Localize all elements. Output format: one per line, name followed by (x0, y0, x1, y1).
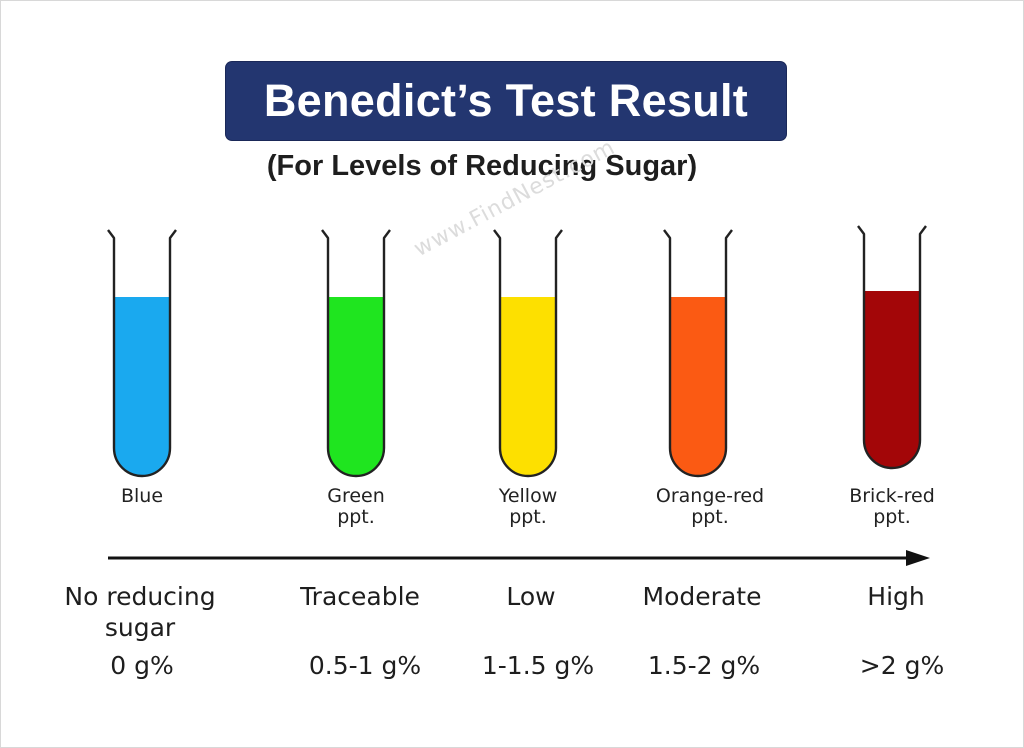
tube-liquid (670, 297, 726, 476)
tube-label-line: Orange-red (655, 485, 765, 507)
test-tube-brick-red (857, 225, 927, 470)
tube-outline (321, 229, 391, 478)
level-traceable: Traceable (250, 581, 470, 612)
tube-label-line: Brick-red (849, 485, 935, 507)
tube-label-line: Yellow (498, 485, 558, 507)
amount-high: >2 g% (859, 651, 945, 680)
test-tube-yellow (493, 229, 563, 478)
increasing-arrow (108, 550, 930, 566)
arrow-head-icon (906, 550, 930, 566)
tube-label-green: Green ppt. (276, 486, 436, 528)
test-tube-blue (107, 229, 177, 478)
tube-label-orange-red: Orange-red ppt. (630, 486, 790, 528)
amount-none: 0 g% (110, 651, 174, 680)
tube-liquid (864, 291, 920, 468)
level-label-line: Traceable (300, 582, 420, 611)
tube-label-brick-red: Brick-red ppt. (812, 486, 972, 528)
title-banner: Benedict’s Test Result (226, 62, 786, 140)
tube-outline (493, 229, 563, 478)
tube-outline (107, 229, 177, 478)
level-none: No reducing sugar (30, 581, 250, 643)
level-label-line: Moderate (642, 582, 762, 611)
amount-low: 1-1.5 g% (481, 651, 595, 680)
tube-label-line: ppt. (691, 506, 729, 528)
tube-label-yellow: Yellow ppt. (448, 486, 608, 528)
level-low: Low (421, 581, 641, 612)
tube-liquid (500, 297, 556, 476)
test-tube-orange-red (663, 229, 733, 478)
test-tube-green (321, 229, 391, 478)
tube-label-line: Blue (120, 485, 164, 507)
level-high: High (786, 581, 1006, 612)
tube-outline (857, 225, 927, 470)
subtitle-text: (For Levels of Reducing Sugar) (266, 150, 698, 182)
level-label-line: Low (506, 582, 556, 611)
tube-label-line: ppt. (337, 506, 375, 528)
tube-label-blue: Blue (62, 486, 222, 507)
page-title: Benedict’s Test Result (263, 75, 749, 126)
level-moderate: Moderate (592, 581, 812, 612)
subtitle: (For Levels of Reducing Sugar) (0, 150, 1024, 183)
tube-label-line: ppt. (873, 506, 911, 528)
tube-label-line: ppt. (509, 506, 547, 528)
amount-traceable: 0.5-1 g% (308, 651, 422, 680)
level-label-line: sugar (104, 613, 176, 642)
amount-moderate: 1.5-2 g% (647, 651, 761, 680)
tube-liquid (328, 297, 384, 476)
tube-outline (663, 229, 733, 478)
tube-label-line: Green (327, 485, 385, 507)
tube-liquid (114, 297, 170, 476)
level-label-line: No reducing (64, 582, 216, 611)
level-label-line: High (867, 582, 925, 611)
